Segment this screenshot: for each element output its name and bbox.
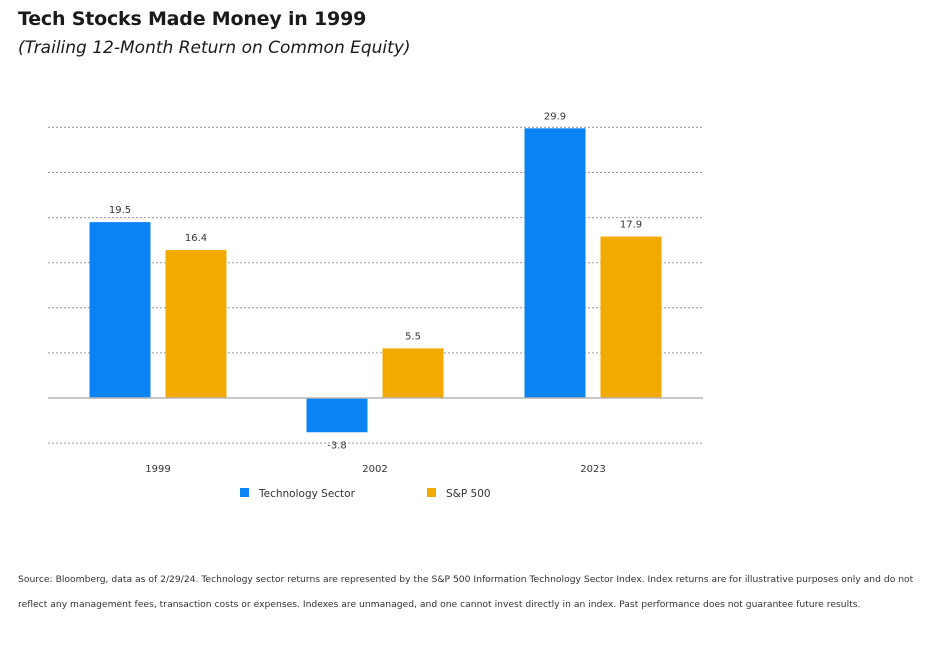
data-label: 5.5 (405, 331, 421, 342)
bar-technology-1999 (89, 222, 151, 398)
x-tick-label: 1999 (145, 464, 170, 475)
data-label: 16.4 (185, 233, 207, 244)
data-label: 19.5 (109, 205, 131, 216)
bar-sp500-1999 (165, 250, 227, 398)
legend-swatch-sp500 (427, 488, 436, 497)
bar-sp500-2023 (600, 236, 662, 398)
bar-technology-2002 (306, 398, 368, 433)
bar-sp500-2002 (382, 348, 444, 398)
x-tick-label: 2023 (580, 464, 605, 475)
legend-label-technology: Technology Sector (258, 488, 356, 500)
chart-title: Tech Stocks Made Money in 1999 (18, 8, 367, 30)
bar-chart: 19.5 -3.8 29.9 16.4 5.5 17.9 1999 2002 2023 Techn… (48, 111, 703, 500)
legend-swatch-technology (240, 488, 249, 497)
data-label: -3.8 (327, 440, 347, 451)
x-tick-label: 2002 (362, 464, 387, 475)
data-label: 17.9 (620, 220, 642, 231)
data-label: 29.9 (544, 111, 566, 122)
legend-label-sp500: S&P 500 (446, 488, 491, 500)
source-note: Source: Bloomberg, data as of 2/29/24. T… (18, 574, 914, 610)
bar-technology-2023 (524, 128, 586, 398)
chart-subtitle: (Trailing 12-Month Return on Common Equi… (18, 38, 411, 58)
